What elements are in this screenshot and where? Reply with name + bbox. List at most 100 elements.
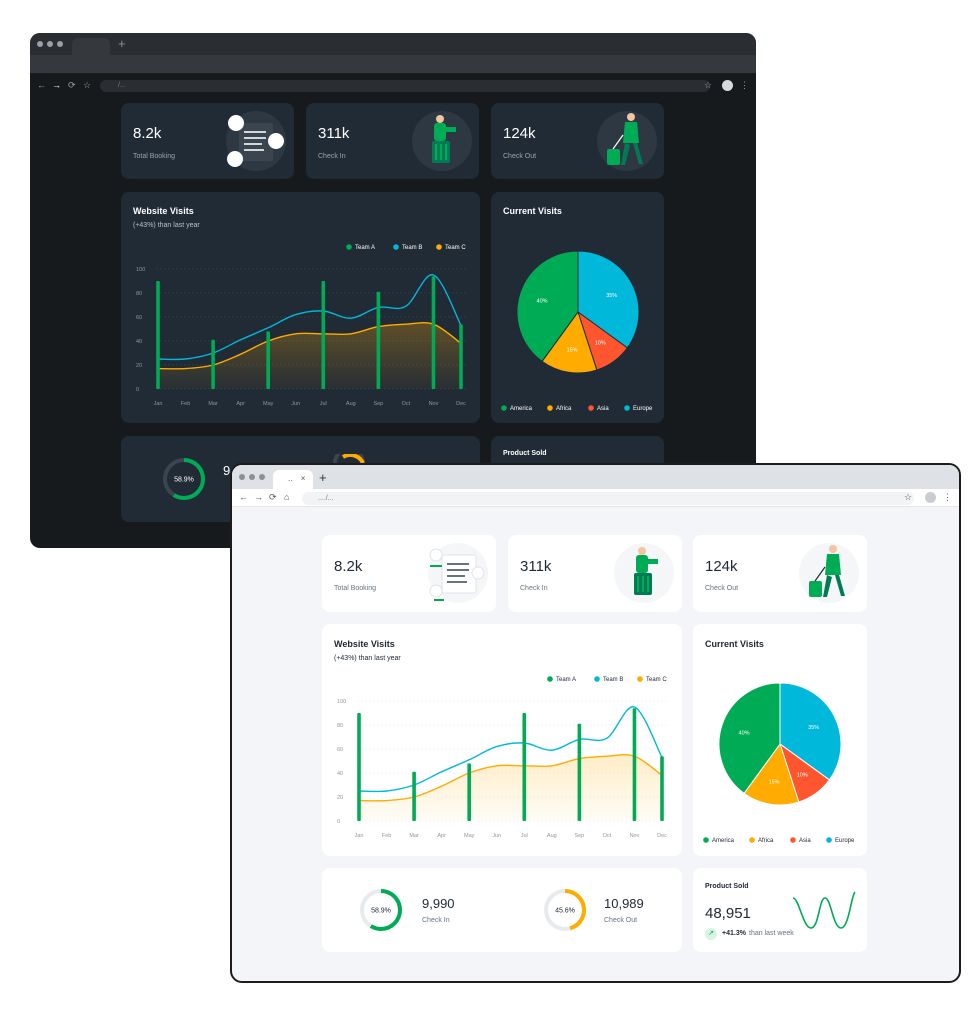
new-tab-button[interactable]: +: [118, 36, 126, 51]
bookmark-star-icon[interactable]: ☆: [704, 80, 713, 90]
x-tick-label: Oct: [402, 401, 411, 407]
check-in-label: Check In: [422, 917, 450, 924]
legend-label: Europe: [633, 406, 653, 412]
browser-tab[interactable]: [72, 38, 110, 55]
legend-label: Asia: [799, 838, 811, 844]
home-icon[interactable]: ⌂: [284, 492, 290, 502]
pie-slice-europe: [779, 682, 842, 781]
bar-team-a: [156, 281, 160, 389]
x-tick-label: Mar: [208, 401, 218, 407]
profile-avatar[interactable]: [925, 492, 936, 503]
check-out-illustration-icon: [597, 111, 657, 171]
x-tick-label: Dec: [657, 833, 667, 839]
website-visits-card: Website Visits (+43%) than last year 0 20…: [121, 192, 480, 423]
legend-label: Team C: [646, 677, 667, 683]
stat-card-check-in: 311k Check In: [306, 103, 479, 179]
stat-value: 124k: [705, 558, 738, 575]
pie-slice-africa: [541, 310, 598, 374]
stat-value: 8.2k: [334, 558, 363, 575]
address-bar[interactable]: ..../...: [302, 492, 914, 505]
back-icon[interactable]: ←: [239, 492, 248, 502]
website-visits-card: Website Visits (+43%) than last year 0 20…: [322, 624, 682, 856]
card-subtitle: (+43%) than last year: [133, 222, 200, 229]
window-control-dot[interactable]: [47, 41, 53, 47]
check-out-progress-ring: [333, 454, 365, 464]
product-sold-change: +41.3%: [722, 930, 746, 937]
window-control-dot[interactable]: [57, 41, 63, 47]
legend-marker: [346, 244, 352, 250]
tab-strip: .. × +: [232, 465, 959, 489]
stat-label: Check In: [520, 585, 548, 592]
window-control-dot[interactable]: [259, 474, 265, 480]
pie-slice-europe: [577, 250, 640, 349]
x-tick-label: Dec: [456, 401, 466, 407]
forward-icon[interactable]: →: [52, 80, 61, 90]
bar-team-a: [459, 324, 463, 389]
window-control-dot[interactable]: [249, 474, 255, 480]
card-title: Current Visits: [705, 639, 764, 649]
y-tick-label: 40: [337, 771, 343, 777]
current-visits-pie-chart: 35% 10% 15% 40% America Africa Asia Europe: [501, 250, 653, 412]
back-icon[interactable]: ←: [37, 80, 46, 90]
pie-slice-america: [516, 250, 579, 363]
menu-icon[interactable]: ⋮: [740, 80, 749, 90]
y-tick-label: 20: [337, 795, 343, 801]
browser-tab[interactable]: .. ×: [273, 470, 313, 489]
menu-icon[interactable]: ⋮: [943, 492, 952, 502]
product-sold-card: Product Sold 48,951 ↗ +41.3% than last w…: [693, 868, 867, 952]
legend-marker: [624, 405, 630, 411]
address-text: /...: [118, 82, 126, 89]
y-tick-label: 0: [136, 387, 139, 393]
dark-browser-window: + ← → ⟳ ☆ /... ☆ ⋮ 8.2k Total Booking 31…: [30, 33, 756, 548]
stat-label: Check Out: [503, 153, 537, 160]
close-tab-icon[interactable]: ×: [300, 474, 306, 483]
bar-team-a: [321, 281, 326, 389]
bookmark-star-icon[interactable]: ☆: [904, 492, 913, 502]
series-line-team-c: [358, 753, 663, 802]
stat-label: Total Booking: [334, 585, 377, 592]
stat-card-check-out: 124k Check Out: [491, 103, 664, 179]
y-tick-label: 80: [136, 291, 142, 297]
x-tick-label: Jul: [521, 833, 528, 839]
address-bar[interactable]: /...: [100, 80, 710, 92]
legend-marker: [594, 676, 600, 682]
check-in-illustration-icon: [614, 543, 674, 603]
legend-marker: [749, 837, 755, 843]
series-area-team-c: [158, 322, 461, 389]
card-title: Product Sold: [705, 883, 749, 890]
legend-marker: [436, 244, 442, 250]
bar-team-a: [431, 276, 436, 389]
bar-team-a: [467, 763, 471, 821]
light-browser-window: .. × + ← → ⟳ ⌂ ..../... ☆ ⋮ 8.2k Total B…: [230, 463, 961, 983]
reload-icon[interactable]: ⟳: [68, 80, 76, 90]
bar-team-a: [660, 756, 664, 821]
profile-avatar[interactable]: [722, 80, 733, 91]
window-control-dot[interactable]: [37, 41, 43, 47]
booking-illustration-icon: [226, 111, 286, 171]
check-out-label: Check Out: [604, 917, 638, 924]
star-icon[interactable]: ☆: [83, 80, 92, 90]
forward-icon[interactable]: →: [254, 492, 263, 502]
x-tick-label: May: [263, 401, 274, 407]
legend-marker: [588, 405, 594, 411]
pie-slice-label: 10%: [797, 773, 808, 779]
stat-value: 124k: [503, 125, 536, 142]
stat-card-check-out: 124k Check Out: [693, 535, 867, 612]
reload-icon[interactable]: ⟳: [269, 492, 277, 502]
tab-label: ..: [288, 474, 293, 483]
x-tick-label: Nov: [630, 833, 640, 839]
card-subtitle: (+43%) than last year: [334, 655, 401, 662]
legend-label: America: [510, 406, 533, 412]
booking-illustration-icon: [428, 543, 488, 603]
new-tab-button[interactable]: +: [319, 470, 327, 485]
window-control-dot[interactable]: [239, 474, 245, 480]
bar-team-a: [522, 713, 527, 821]
bar-team-a: [357, 713, 361, 821]
bar-team-a: [632, 708, 637, 821]
card-title: Website Visits: [334, 639, 395, 649]
pie-slice-america: [718, 682, 781, 795]
legend-label: Asia: [597, 406, 609, 412]
x-tick-label: Jun: [492, 833, 501, 839]
x-tick-label: Mar: [409, 833, 419, 839]
check-in-illustration-icon: [412, 111, 472, 171]
